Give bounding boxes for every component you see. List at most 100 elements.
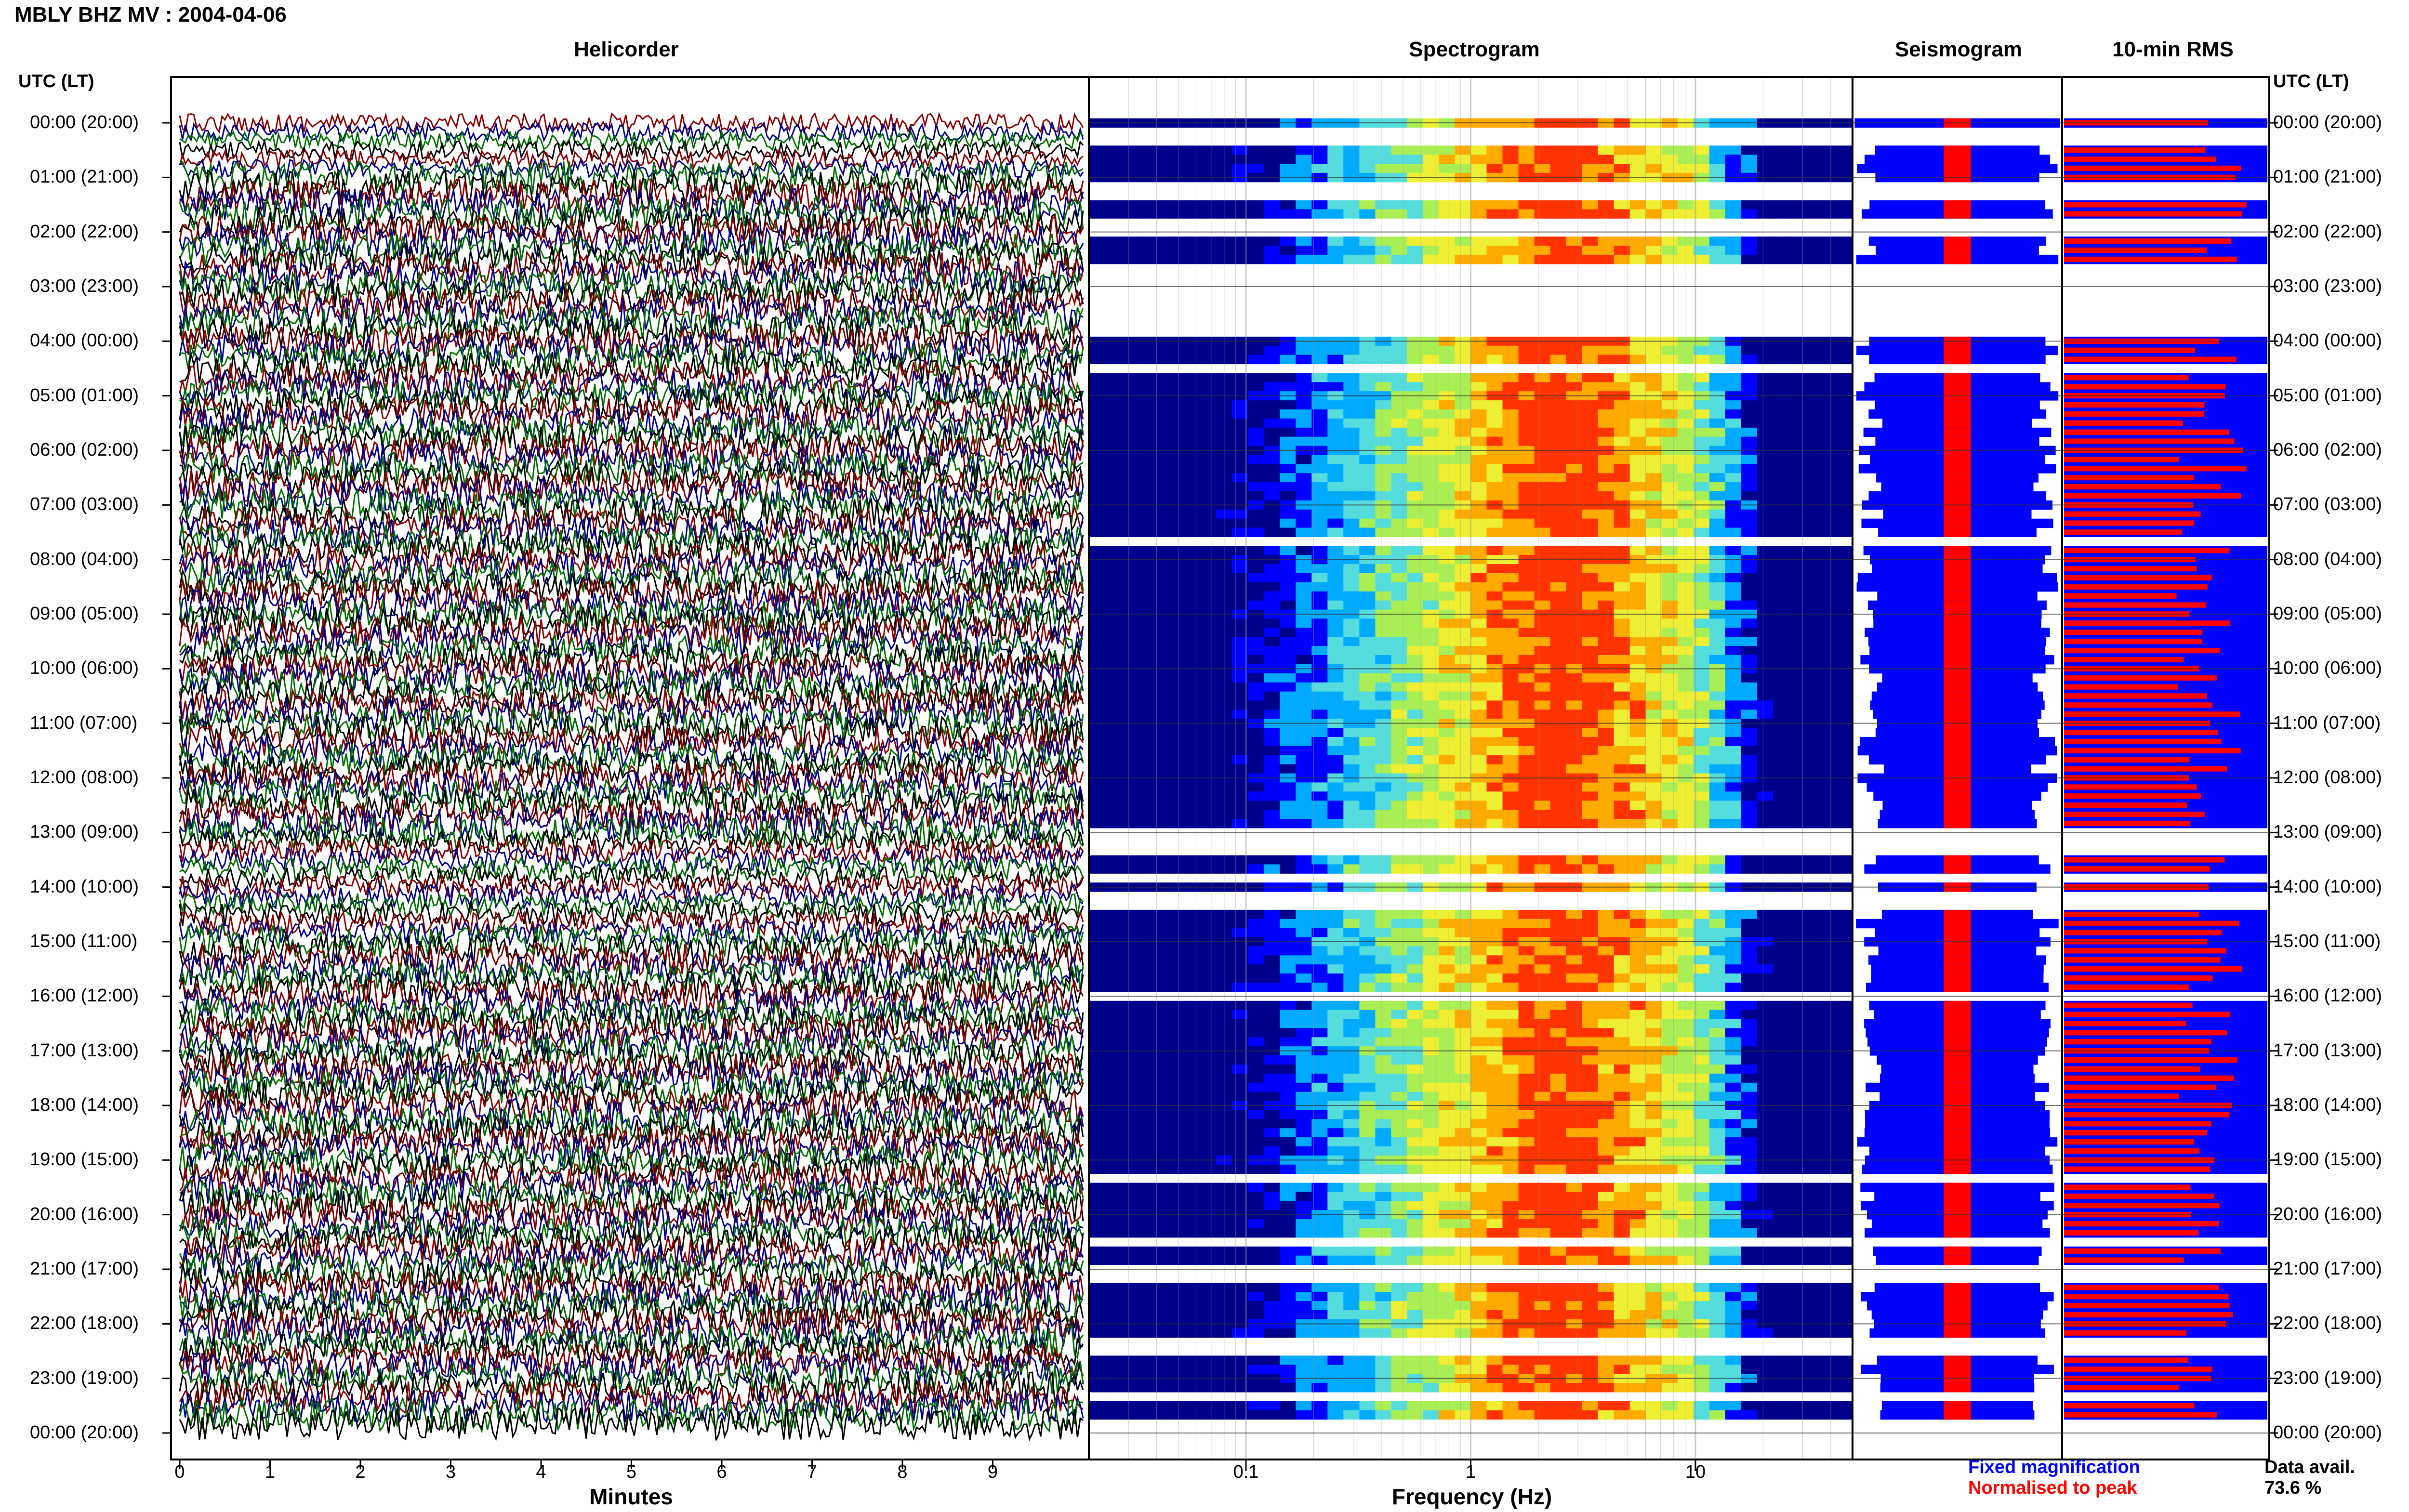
spectrogram-cell <box>1502 1183 1519 1192</box>
spectrogram-cell <box>1725 409 1742 419</box>
spectrogram-cell <box>1518 527 1535 537</box>
spectrogram-cell <box>1566 928 1583 938</box>
spectrogram-cell <box>1741 509 1758 519</box>
spectrogram-cell <box>1837 1164 1853 1174</box>
spectrogram-cell <box>1232 782 1249 792</box>
spectrogram-cell <box>1709 855 1726 865</box>
spectrogram-cell <box>1709 1146 1726 1156</box>
spectrogram-cell <box>1137 564 1153 574</box>
spectrogram-cell <box>1773 573 1789 583</box>
spectrogram-cell <box>1343 791 1360 801</box>
spectrogram-cell <box>1296 246 1312 255</box>
spectrogram-cell <box>1614 1091 1630 1102</box>
spectrogram-cell <box>1184 973 1201 983</box>
spectrogram-cell <box>1661 746 1678 756</box>
spectrogram-cell <box>1614 801 1630 810</box>
spectrogram-cell <box>1359 600 1376 610</box>
spectrogram-cell <box>1773 145 1789 155</box>
spectrogram-cell <box>1502 1119 1519 1129</box>
spectrogram-cell <box>1152 382 1169 392</box>
spectrogram-cell <box>1296 737 1312 747</box>
spectrogram-cell <box>1518 1164 1535 1174</box>
spectrogram-cell <box>1804 546 1821 555</box>
spectrogram-cell <box>1407 909 1424 920</box>
spectrogram-cell <box>1232 973 1249 983</box>
spectrogram-cell <box>1343 1110 1360 1119</box>
spectrogram-cell <box>1550 700 1567 710</box>
spectrogram-cell <box>1534 909 1551 920</box>
spectrogram-cell <box>1455 764 1471 774</box>
spectrogram-cell <box>1184 1028 1201 1038</box>
spectrogram-cell <box>1661 673 1678 683</box>
time-label-left: 07:00 (03:00) <box>30 494 139 515</box>
spectrogram-cell <box>1375 1055 1392 1065</box>
spectrogram-cell <box>1137 964 1153 974</box>
spectrogram-cell <box>1375 1183 1392 1192</box>
spectrogram-cell <box>1121 682 1137 692</box>
spectrogram-cell <box>1534 983 1551 992</box>
spectrogram-cell <box>1788 409 1805 419</box>
spectrogram-cell <box>1773 964 1789 974</box>
spectrogram-cell <box>1375 810 1392 819</box>
spectrogram-cell <box>1502 682 1519 692</box>
helicorder-title: Helicorder <box>574 38 679 61</box>
spectrogram-cell <box>1534 527 1551 537</box>
spectrogram-cell <box>1280 237 1297 246</box>
spectrogram-cell <box>1105 909 1121 920</box>
spectrogram-cell <box>1661 1091 1678 1102</box>
spectrogram-cell <box>1121 764 1137 774</box>
spectrogram-cell <box>1725 1183 1742 1192</box>
spectrogram-cell <box>1486 628 1503 637</box>
spectrogram-cell <box>1311 710 1328 719</box>
spectrogram-cell <box>1391 810 1408 819</box>
spectrogram-cell <box>1105 691 1121 701</box>
spectrogram-cell <box>1534 973 1551 983</box>
spectrogram-cell <box>1232 909 1249 920</box>
spectrogram-cell <box>1773 928 1789 938</box>
spectrogram-cell <box>1232 746 1249 756</box>
spectrogram-cell <box>1709 946 1726 956</box>
time-label-left: 15:00 (11:00) <box>30 931 138 951</box>
spectrogram-cell <box>1741 564 1758 574</box>
spectrogram-cell <box>1200 518 1217 528</box>
spectrogram-cell <box>1821 1192 1837 1201</box>
spectrogram-cell <box>1359 1137 1376 1147</box>
spectrogram-cell <box>1614 819 1630 828</box>
spectrogram-cell <box>1184 355 1201 365</box>
spectrogram-cell <box>1137 546 1153 555</box>
spectrogram-cell <box>1359 1028 1376 1038</box>
spectrogram-cell <box>1359 1065 1376 1074</box>
helicorder-trace <box>179 669 1084 706</box>
spectrogram-cell <box>1582 1091 1599 1102</box>
helicorder-trace <box>179 341 1084 378</box>
spectrogram-cell <box>1248 1091 1265 1102</box>
spectrogram-cell <box>1502 1055 1519 1065</box>
spectrogram-cell <box>1837 946 1853 956</box>
spectrogram-cell <box>1423 1192 1440 1201</box>
spectrogram-cell <box>1311 546 1328 555</box>
time-label-right: 09:00 (05:00) <box>2273 604 2383 624</box>
spectrogram-cell <box>1359 246 1376 255</box>
spectrogram-cell <box>1566 155 1583 164</box>
spectrogram-cell <box>1121 801 1137 810</box>
spectrogram-cell <box>1137 737 1153 747</box>
spectrogram-cell <box>1105 655 1121 665</box>
spectrogram-cell <box>1423 237 1440 246</box>
spectrogram-cell <box>1121 782 1137 792</box>
spectrogram-cell <box>1248 964 1265 974</box>
spectrogram-cell <box>1455 955 1471 965</box>
spectrogram-cell <box>1741 436 1758 447</box>
spectrogram-cell <box>1311 810 1328 819</box>
spectrogram-cell <box>1470 646 1487 656</box>
spectrogram-cell <box>1645 164 1662 173</box>
spectrogram-cell <box>1757 564 1774 574</box>
spectrogram-cell <box>1168 409 1185 419</box>
spectrogram-cell <box>1311 145 1328 155</box>
spectrogram-cell <box>1534 509 1551 519</box>
spectrogram-cell <box>1137 855 1153 865</box>
spectrogram-cell <box>1470 1137 1487 1147</box>
spectrogram-cell <box>1280 928 1297 938</box>
spectrogram-cell <box>1582 355 1599 365</box>
spectrogram-cell <box>1311 582 1328 592</box>
spectrogram-cell <box>1391 1091 1408 1102</box>
